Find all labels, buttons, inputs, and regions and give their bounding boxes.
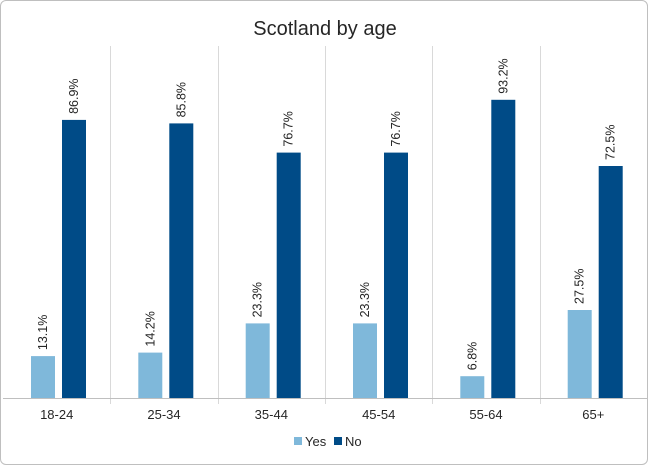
x-tick-label-35-44: 35-44 [255, 407, 288, 422]
x-axis-tick-labels: 18-24 25-34 35-44 45-54 55-64 65+ [40, 407, 604, 422]
legend: Yes No [294, 434, 362, 449]
data-label-yes-45-54: 23.3% [358, 282, 372, 317]
bar-no-65+ [598, 166, 623, 398]
legend-swatch-yes [294, 437, 302, 445]
legend-swatch-no [334, 437, 342, 445]
legend-label-no: No [345, 434, 362, 449]
bar-no-35-44 [276, 152, 301, 398]
bar-no-55-64 [491, 99, 516, 399]
bar-no-25-34 [169, 123, 194, 399]
data-label-no-35-44: 76.7% [282, 111, 296, 146]
bar-yes-35-44 [245, 323, 270, 398]
data-label-yes-25-34: 14.2% [143, 311, 157, 346]
bar-no-18-24 [62, 119, 86, 399]
data-label-no-18-24: 86.9% [67, 78, 81, 113]
data-label-no-45-54: 76.7% [389, 111, 403, 146]
data-label-yes-65+: 27.5% [573, 269, 587, 304]
x-tick-label-55-64: 55-64 [469, 407, 502, 422]
data-label-yes-35-44: 23.3% [251, 282, 265, 317]
bar-yes-25-34 [138, 352, 163, 398]
bar-yes-45-54 [353, 323, 377, 398]
chart-title: Scotland by age [253, 18, 396, 40]
x-tick-label-25-34: 25-34 [147, 407, 180, 422]
bar-yes-65+ [567, 310, 592, 398]
bar-marks [31, 99, 623, 399]
data-label-yes-55-64: 6.8% [465, 342, 479, 371]
bar-no-45-54 [384, 152, 408, 398]
x-tick-label-45-54: 45-54 [362, 407, 395, 422]
legend-label-yes: Yes [305, 434, 327, 449]
data-labels: 13.1% 86.9% 14.2% 85.8% 23.3% 76.7% 23.3% 76.7%… [36, 58, 618, 370]
bar-yes-18-24 [31, 356, 55, 398]
data-label-yes-18-24: 13.1% [36, 315, 50, 350]
x-tick-label-18-24: 18-24 [40, 407, 73, 422]
category-separators [110, 46, 541, 404]
x-tick-label-65+: 65+ [582, 407, 604, 422]
data-label-no-65+: 72.5% [604, 125, 618, 160]
bar-yes-55-64 [460, 376, 485, 398]
data-label-no-55-64: 93.2% [496, 58, 510, 93]
data-label-no-25-34: 85.8% [174, 82, 188, 117]
